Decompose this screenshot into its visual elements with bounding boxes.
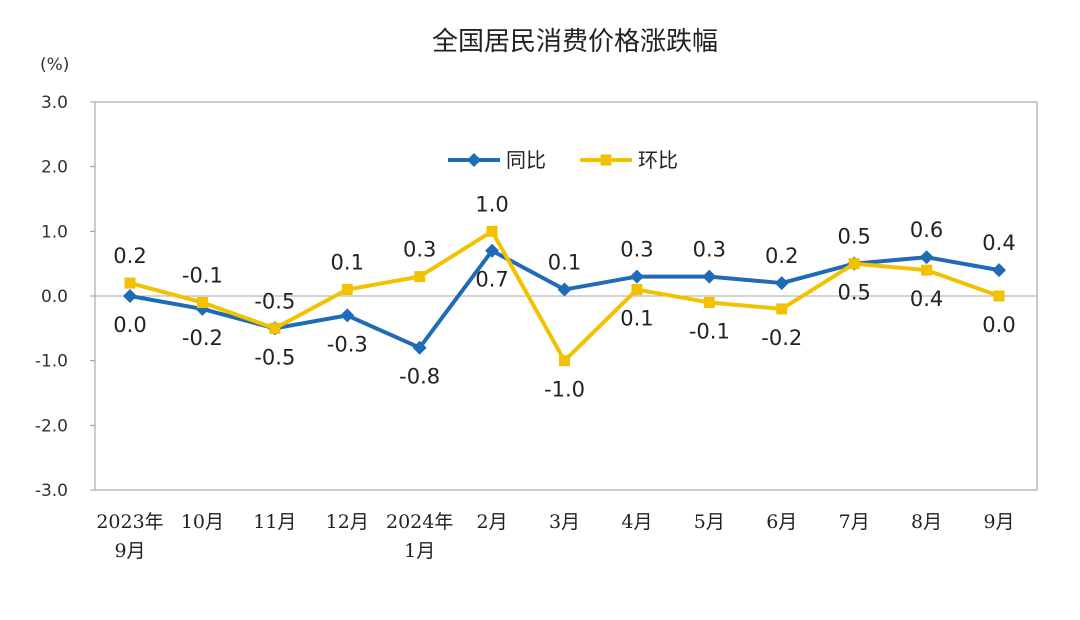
data-point-mom (848, 258, 860, 270)
data-label-mom: -1.0 (544, 378, 585, 402)
x-tick-label: 5月 (694, 511, 725, 533)
data-label-yoy: -0.3 (327, 332, 368, 356)
data-point-yoy (412, 340, 427, 355)
series-layer (123, 225, 1006, 367)
data-label-yoy: 0.4 (982, 231, 1015, 255)
x-tick-label: 2024年 (386, 511, 453, 533)
data-label-yoy: 0.7 (475, 268, 508, 292)
y-axis: 3.0 2.0 1.0 0.0 -1.0 -2.0 -3.0 (35, 93, 95, 501)
legend-marker-diamond (467, 153, 481, 167)
legend-label-mom: 环比 (638, 148, 678, 172)
data-label-yoy: 0.0 (113, 313, 146, 337)
legend-label-yoy: 同比 (506, 148, 546, 172)
data-labels: 0.2 0.0 -0.1 -0.2 -0.5 -0.5 0.1 -0.3 0.3 -0.8 1.0 0… (113, 192, 1015, 401)
data-point-yoy (702, 269, 717, 284)
data-point-yoy (992, 263, 1006, 278)
data-point-yoy (485, 243, 500, 258)
x-tick-label: 12月 (326, 511, 369, 533)
y-tick-label: -3.0 (35, 481, 68, 501)
data-label-yoy: -0.5 (254, 345, 295, 369)
y-tick-label: 0.0 (41, 287, 68, 307)
x-tick-label: 11月 (253, 511, 296, 533)
x-tick-label: 9月 (114, 540, 145, 562)
data-label-mom: 0.3 (403, 238, 436, 262)
data-point-yoy (919, 250, 934, 265)
data-label-mom: -0.1 (689, 319, 730, 343)
data-label-yoy: 0.6 (910, 218, 943, 242)
data-point-mom (486, 225, 498, 237)
data-label-mom: 0.1 (331, 251, 364, 275)
data-point-mom (124, 277, 136, 289)
x-tick-label: 3月 (549, 511, 580, 533)
data-point-yoy (340, 308, 355, 323)
data-label-mom: -0.1 (182, 263, 223, 287)
data-label-yoy: 0.2 (765, 244, 798, 268)
data-point-mom (196, 296, 208, 308)
data-label-yoy: 0.1 (548, 251, 581, 275)
data-label-mom: 1.0 (475, 192, 508, 216)
data-point-mom (341, 284, 353, 296)
legend: 同比 环比 (448, 148, 678, 172)
x-tick-label: 8月 (911, 511, 942, 533)
data-label-mom: 0.2 (113, 244, 146, 268)
chart-title: 全国居民消费价格涨跌幅 (432, 27, 718, 57)
data-point-mom (559, 355, 570, 367)
x-tick-label: 1月 (404, 540, 435, 562)
x-tick-label: 10月 (181, 511, 224, 533)
y-tick-label: -1.0 (35, 352, 68, 372)
x-tick-label: 9月 (983, 511, 1014, 533)
data-label-mom: 0.1 (620, 307, 653, 331)
data-label-mom: -0.2 (761, 326, 802, 350)
data-point-yoy (774, 276, 789, 291)
data-label-mom: 0.0 (982, 313, 1015, 337)
data-label-yoy: 0.5 (837, 281, 870, 305)
data-point-mom (414, 271, 426, 283)
y-tick-label: 1.0 (41, 222, 68, 242)
data-label-mom: 0.5 (837, 225, 870, 249)
data-point-yoy (557, 282, 572, 297)
data-label-mom: -0.5 (254, 289, 295, 313)
data-label-mom: 0.4 (910, 287, 943, 311)
y-tick-label: 3.0 (41, 93, 68, 113)
y-unit-label: (%) (40, 55, 69, 75)
data-label-yoy: -0.2 (182, 326, 223, 350)
x-tick-label: 6月 (766, 511, 797, 533)
data-point-yoy (123, 289, 137, 303)
x-tick-label: 2023年 (96, 511, 163, 533)
y-tick-label: 2.0 (41, 158, 68, 178)
x-tick-label: 7月 (839, 511, 870, 533)
data-label-yoy: -0.8 (399, 365, 440, 389)
data-point-mom (921, 264, 933, 276)
data-point-yoy (629, 269, 644, 284)
x-tick-label: 4月 (621, 511, 652, 533)
legend-marker-square (600, 154, 612, 166)
data-label-yoy: 0.3 (693, 238, 726, 262)
data-point-mom (993, 290, 1005, 302)
data-point-mom (703, 296, 715, 308)
x-tick-label: 2月 (477, 511, 508, 533)
data-point-mom (631, 284, 643, 296)
x-axis: 2023年 9月 10月 11月 12月 2024年 1月 2月 3月 4月 5月 6月 7月 8月 9月 (96, 511, 1014, 562)
data-label-yoy: 0.3 (620, 238, 653, 262)
data-point-mom (776, 303, 788, 315)
data-point-mom (269, 322, 281, 334)
y-tick-label: -2.0 (35, 416, 68, 436)
